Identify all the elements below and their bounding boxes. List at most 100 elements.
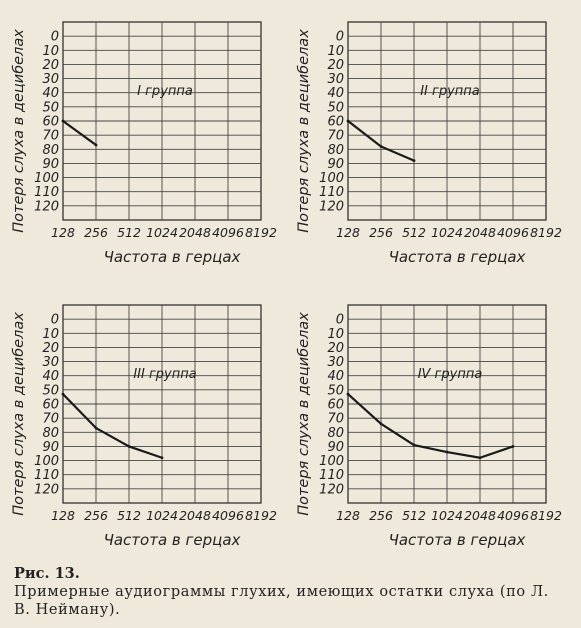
data-point (412, 159, 416, 163)
y-tick-label: 70 (42, 412, 59, 427)
series-line (347, 393, 514, 459)
y-tick-label: 70 (327, 129, 344, 144)
x-tick-label: 4096 (497, 225, 529, 240)
y-tick-label: 0 (336, 30, 344, 45)
y-tick-label: 80 (327, 426, 344, 441)
x-tick-label: 8192 (530, 508, 562, 523)
x-tick-label: 8192 (245, 508, 277, 523)
y-axis-label: Потеря слуха в децибелах (11, 29, 27, 233)
y-tick-label: 30 (42, 355, 59, 370)
data-point (61, 119, 65, 123)
x-tick-label: 128 (51, 225, 75, 240)
y-tick-label: 120 (319, 482, 344, 497)
y-tick-label: 10 (327, 44, 344, 59)
x-tick-label: 4096 (212, 508, 244, 523)
y-tick-label: 100 (319, 454, 344, 469)
x-tick-label: 128 (51, 508, 75, 523)
series-line (62, 120, 97, 146)
y-tick-label: 70 (42, 129, 59, 144)
group-annotation: IV группа (418, 367, 483, 382)
x-tick-label: 1024 (146, 508, 178, 523)
y-axis-label: Потеря слуха в децибелах (296, 312, 312, 516)
y-tick-label: 90 (42, 440, 59, 455)
group-annotation: II группа (420, 84, 480, 99)
y-tick-label: 60 (42, 115, 59, 130)
x-tick-label: 2048 (179, 508, 211, 523)
x-axis-label: Частота в герцах (389, 531, 526, 549)
y-tick-label: 70 (327, 412, 344, 427)
y-tick-label: 30 (327, 355, 344, 370)
y-tick-label: 0 (51, 30, 59, 45)
y-tick-label: 0 (51, 313, 59, 328)
y-tick-label: 100 (319, 171, 344, 186)
x-tick-label: 1024 (431, 508, 463, 523)
y-tick-label: 50 (327, 383, 344, 398)
y-tick-label: 60 (327, 115, 344, 130)
y-axis-label: Потеря слуха в децибелах (11, 312, 27, 516)
y-tick-label: 30 (327, 72, 344, 87)
y-tick-label: 90 (327, 440, 344, 455)
y-tick-label: 120 (319, 199, 344, 214)
y-tick-label: 110 (319, 468, 344, 483)
data-point (412, 443, 416, 447)
data-point (445, 450, 449, 454)
figure-label: Рис. 13. (14, 565, 80, 582)
y-tick-label: 110 (319, 185, 344, 200)
x-axis-label: Частота в герцах (389, 248, 526, 266)
y-tick-label: 50 (42, 100, 59, 115)
data-point (379, 145, 383, 148)
y-tick-label: 20 (42, 58, 59, 73)
y-tick-label: 20 (327, 341, 344, 356)
y-tick-label: 10 (42, 44, 59, 59)
y-tick-label: 40 (327, 86, 344, 101)
y-tick-label: 80 (42, 143, 59, 158)
x-tick-label: 2048 (464, 225, 496, 240)
y-tick-label: 110 (34, 468, 59, 483)
series-line (62, 393, 163, 459)
data-point (127, 445, 131, 448)
y-tick-label: 80 (42, 426, 59, 441)
x-axis-label: Частота в герцах (104, 531, 241, 549)
x-tick-label: 512 (117, 225, 141, 240)
y-tick-label: 0 (336, 313, 344, 328)
y-tick-label: 50 (42, 383, 59, 398)
y-tick-label: 40 (42, 369, 59, 384)
y-tick-label: 90 (327, 157, 344, 172)
x-tick-label: 256 (84, 225, 108, 240)
y-tick-label: 40 (327, 369, 344, 384)
x-tick-label: 256 (369, 225, 393, 240)
y-tick-label: 90 (42, 157, 59, 172)
y-tick-label: 60 (42, 398, 59, 413)
data-point (61, 392, 65, 396)
data-point (94, 143, 98, 147)
y-tick-label: 110 (34, 185, 59, 200)
y-tick-label: 50 (327, 100, 344, 115)
y-tick-label: 20 (42, 341, 59, 356)
y-tick-label: 120 (34, 482, 59, 497)
x-tick-label: 4096 (212, 225, 244, 240)
x-axis-label: Частота в герцах (104, 248, 241, 266)
y-tick-label: 30 (42, 72, 59, 87)
data-point (160, 456, 164, 460)
y-tick-label: 20 (327, 58, 344, 73)
group-annotation: I группа (137, 84, 193, 99)
data-point (94, 426, 98, 430)
figure-caption-text: Примерные аудиограммы глухих, имеющих ос… (14, 584, 549, 618)
data-point (511, 445, 515, 448)
x-tick-label: 2048 (179, 225, 211, 240)
x-tick-label: 1024 (146, 225, 178, 240)
y-tick-label: 120 (34, 199, 59, 214)
data-point (478, 456, 482, 460)
x-tick-label: 128 (336, 508, 360, 523)
x-tick-label: 4096 (497, 508, 529, 523)
x-tick-label: 8192 (245, 225, 277, 240)
x-tick-label: 512 (402, 508, 426, 523)
figure-caption: Рис. 13. Примерные аудиограммы глухих, и… (14, 565, 569, 619)
y-tick-label: 40 (42, 86, 59, 101)
x-tick-label: 2048 (464, 508, 496, 523)
